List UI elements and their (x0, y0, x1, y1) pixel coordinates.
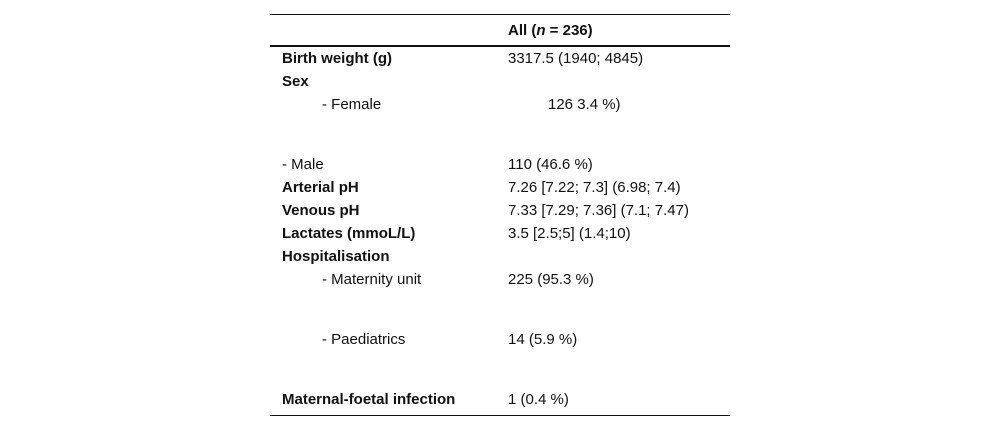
table-row-maternal-foetal-infection: Maternal-foetal infection 1 (0.4 %) (270, 388, 730, 411)
row-gap (270, 351, 730, 388)
header-n-symbol: n (536, 21, 546, 39)
table-row-sex: Sex (270, 70, 730, 93)
row-label: Arterial pH (282, 179, 359, 196)
table-row-hospitalisation: Hospitalisation (270, 245, 730, 268)
row-value: 110 (46.6 %) (508, 156, 593, 173)
header-all-prefix: All ( (508, 21, 537, 39)
header-all-suffix: = 236) (545, 21, 593, 39)
row-label: - Female (322, 96, 382, 113)
column-header-all: All (n = 236) (508, 22, 730, 39)
table-row-lactates: Lactates (mmoL/L) 3.5 [2.5;5] (1.4;10) (270, 222, 730, 245)
row-value: 3317.5 (1940; 4845) (508, 50, 644, 67)
row-label: Venous pH (282, 202, 360, 219)
row-label: Sex (282, 73, 309, 90)
table-row-female: - Female 126 3.4 %) (270, 93, 730, 116)
table-row-birth-weight: Birth weight (g) 3317.5 (1940; 4845) (270, 47, 730, 70)
row-value: 7.26 [7.22; 7.3] (6.98; 7.4) (508, 179, 681, 196)
row-value: 225 (95.3 %) (508, 271, 594, 288)
stats-table: All (n = 236) Birth weight (g) 3317.5 (1… (270, 14, 730, 416)
table-row-maternity-unit: - Maternity unit 225 (95.3 %) (270, 268, 730, 291)
row-value: 1 (0.4 %) (508, 391, 569, 408)
table-row-paediatrics: - Paediatrics 14 (5.9 %) (270, 328, 730, 351)
row-gap (270, 116, 730, 153)
row-gap (270, 291, 730, 328)
table-row-arterial-ph: Arterial pH 7.26 [7.22; 7.3] (6.98; 7.4) (270, 176, 730, 199)
table-header-row: All (n = 236) (270, 15, 730, 47)
table-row-venous-ph: Venous pH 7.33 [7.29; 7.36] (7.1; 7.47) (270, 199, 730, 222)
row-value: 3.5 [2.5;5] (1.4;10) (508, 225, 631, 242)
table-body: Birth weight (g) 3317.5 (1940; 4845) Sex… (270, 47, 730, 415)
row-label: - Paediatrics (322, 331, 406, 348)
row-value: 126 3.4 %) (548, 96, 621, 113)
row-label: - Male (282, 156, 324, 173)
row-label: Hospitalisation (282, 248, 390, 265)
row-value: 7.33 [7.29; 7.36] (7.1; 7.47) (508, 202, 689, 219)
table-row-male: - Male 110 (46.6 %) (270, 153, 730, 176)
row-label: Maternal-foetal infection (282, 391, 456, 408)
row-label: - Maternity unit (322, 271, 422, 288)
row-label: Birth weight (g) (282, 50, 392, 67)
row-value: 14 (5.9 %) (508, 331, 578, 348)
row-label: Lactates (mmoL/L) (282, 225, 416, 242)
